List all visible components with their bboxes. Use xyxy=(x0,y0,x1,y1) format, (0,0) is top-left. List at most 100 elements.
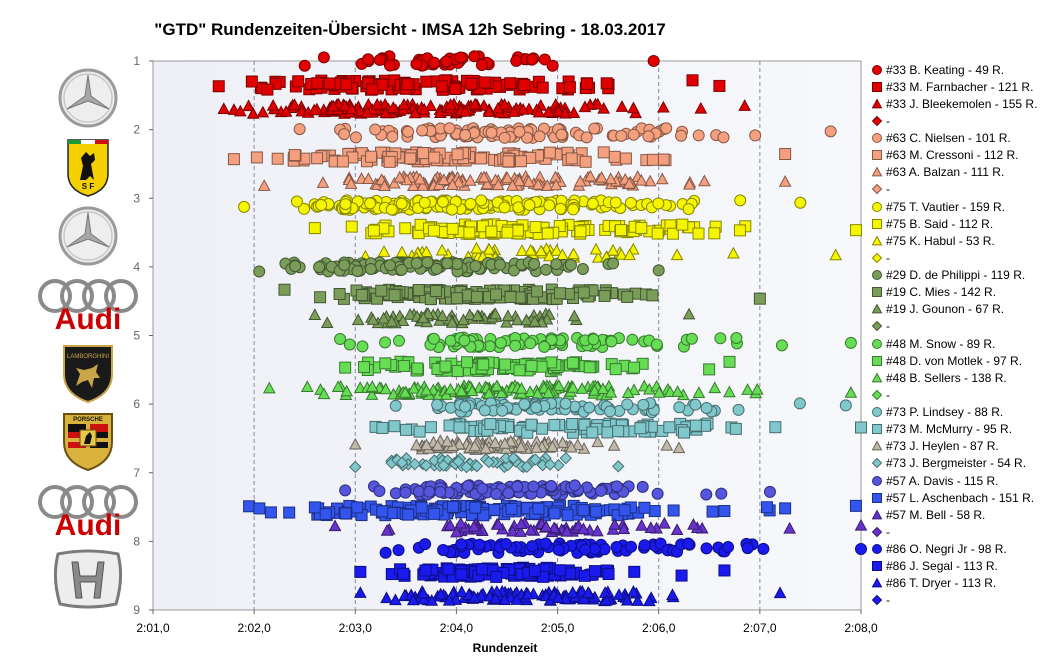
data-point xyxy=(436,309,449,322)
x-tick-label: 2:06,0 xyxy=(642,621,676,635)
data-point xyxy=(775,339,788,352)
data-point xyxy=(364,262,377,275)
data-point xyxy=(526,540,539,553)
data-point xyxy=(243,500,256,513)
prancing-horse xyxy=(80,152,95,180)
data-point xyxy=(608,517,622,530)
data-point xyxy=(700,401,713,414)
data-point xyxy=(348,437,362,450)
data-point xyxy=(794,196,807,209)
data-point xyxy=(622,176,636,189)
data-point xyxy=(319,508,332,521)
data-point xyxy=(474,152,487,165)
legend: #33 B. Keating - 49 R. #33 M. Farnbacher … xyxy=(870,61,1048,609)
legend-marker xyxy=(872,150,882,161)
data-point xyxy=(484,417,497,430)
data-point xyxy=(609,196,622,209)
data-point xyxy=(498,131,511,144)
data-point xyxy=(227,153,240,166)
data-point xyxy=(511,313,524,326)
data-point xyxy=(470,241,483,254)
legend-marker-shape xyxy=(871,577,883,588)
data-point xyxy=(362,53,375,66)
data-point xyxy=(579,543,592,556)
data-point xyxy=(615,248,628,260)
data-point xyxy=(416,586,430,599)
data-point xyxy=(741,542,754,555)
data-point xyxy=(646,289,659,302)
data-point xyxy=(628,565,641,578)
legend-label: #57 M. Bell - 58 R. xyxy=(886,507,986,522)
data-point xyxy=(431,398,444,411)
data-point xyxy=(367,224,380,237)
data-point xyxy=(580,131,593,144)
data-point xyxy=(349,460,362,474)
legend-item: #75 T. Vautier - 159 R. xyxy=(870,198,1048,215)
legend-label: #57 A. Davis - 115 R. xyxy=(886,473,999,488)
data-point xyxy=(323,77,336,90)
data-point xyxy=(262,381,276,394)
data-point xyxy=(261,83,274,96)
data-point xyxy=(452,437,466,450)
legend-marker xyxy=(871,577,883,588)
data-point xyxy=(554,564,567,577)
data-point xyxy=(543,146,556,159)
data-point xyxy=(563,81,576,94)
data-point xyxy=(445,316,459,328)
data-point xyxy=(266,99,280,111)
data-point xyxy=(703,363,716,376)
legend-marker xyxy=(872,133,882,144)
legend-label: - xyxy=(886,524,890,539)
data-point xyxy=(463,308,477,321)
series-points xyxy=(349,451,625,474)
data-point xyxy=(403,307,417,320)
data-point xyxy=(424,421,437,434)
data-point xyxy=(423,485,436,498)
data-point xyxy=(573,174,587,187)
legend-marker-shape xyxy=(872,407,882,418)
data-point xyxy=(395,197,408,210)
data-point xyxy=(638,539,651,552)
data-point xyxy=(470,290,483,303)
data-point xyxy=(413,425,426,438)
data-point xyxy=(607,257,620,270)
data-point xyxy=(298,202,311,215)
legend-label: #48 D. von Motlek - 97 R. xyxy=(886,353,1023,368)
series-points xyxy=(212,74,726,96)
data-point xyxy=(257,179,271,191)
data-point xyxy=(535,360,548,373)
axes: 2:01,0 2:02,0 2:03,0 2:04,0 2:05,0 2:06,0 2:07… xyxy=(133,54,878,635)
data-point xyxy=(351,501,364,514)
data-point xyxy=(657,100,670,113)
legend-item: #86 O. Negri Jr - 98 R. xyxy=(870,541,1048,558)
data-point xyxy=(520,313,533,326)
data-point xyxy=(854,518,868,531)
legend-marker xyxy=(872,355,882,366)
data-point xyxy=(452,455,465,468)
data-point xyxy=(420,438,433,451)
data-point xyxy=(647,54,660,67)
data-point xyxy=(779,148,792,161)
data-point xyxy=(650,338,663,351)
data-point xyxy=(636,480,649,493)
data-point xyxy=(635,173,648,186)
audi-logo: Audi xyxy=(28,276,148,336)
data-point xyxy=(501,226,514,239)
legend-item: #73 M. McMurry - 95 R. xyxy=(870,421,1048,438)
data-point xyxy=(541,105,555,118)
data-point xyxy=(618,504,631,517)
data-point xyxy=(525,359,538,372)
data-point xyxy=(396,314,410,326)
legend-marker xyxy=(872,407,882,418)
data-point xyxy=(410,58,423,71)
data-point xyxy=(339,507,352,520)
data-point xyxy=(449,83,462,96)
data-point xyxy=(443,419,456,432)
data-point xyxy=(504,77,517,90)
data-point xyxy=(373,485,386,498)
data-point xyxy=(428,151,441,164)
data-point xyxy=(549,178,563,191)
data-point xyxy=(344,177,358,189)
data-point xyxy=(377,245,391,257)
legend-item: #33 J. Bleekemolen - 155 R. xyxy=(870,95,1048,112)
